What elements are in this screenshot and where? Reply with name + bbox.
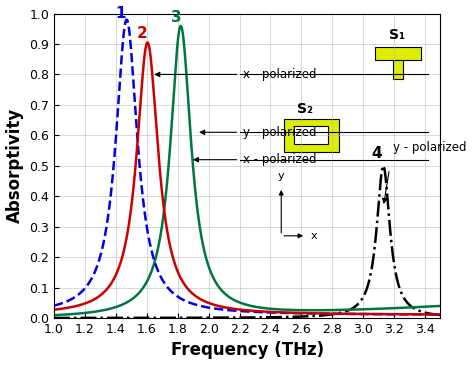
Text: y - polarized: y - polarized <box>392 141 466 154</box>
Text: x - polarized: x - polarized <box>243 68 316 81</box>
Text: 4: 4 <box>371 146 382 161</box>
Text: S₂: S₂ <box>297 101 313 116</box>
Text: y - polarized: y - polarized <box>243 126 316 139</box>
Text: 3: 3 <box>171 10 182 25</box>
Text: S₁: S₁ <box>389 28 405 42</box>
Bar <box>294 126 328 145</box>
Text: x: x <box>310 231 317 241</box>
Bar <box>393 59 403 79</box>
Y-axis label: Absorptivity: Absorptivity <box>6 108 24 223</box>
Text: 2: 2 <box>137 26 147 41</box>
X-axis label: Frequency (THz): Frequency (THz) <box>171 341 324 360</box>
Text: x - polarized: x - polarized <box>243 153 316 166</box>
Bar <box>375 47 421 59</box>
Bar <box>283 119 339 152</box>
Text: y: y <box>278 171 284 181</box>
Text: 1: 1 <box>115 6 126 21</box>
